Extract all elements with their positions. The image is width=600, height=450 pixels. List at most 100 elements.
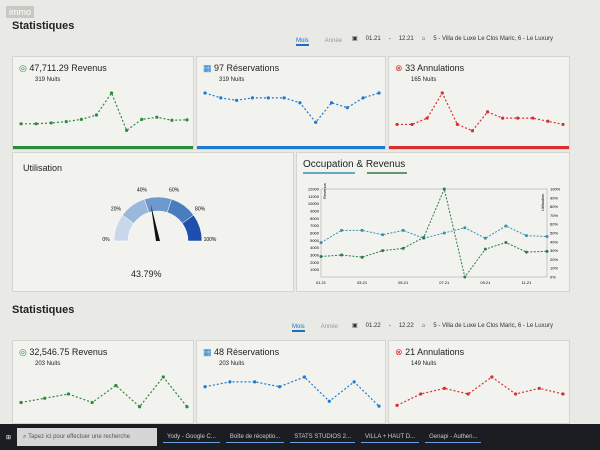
y-tick-left: 10000 [308, 201, 320, 206]
stat-sub: 149 Nuits [411, 361, 437, 367]
filters-2: ▣ 01.22-12.22 ⌂ 5 - Villa de Luxe Le Clos M… [352, 322, 553, 330]
y-tick-right: 0% [550, 275, 556, 280]
plot-area [320, 188, 548, 278]
stat-title: ▦ 48 Réservations [203, 347, 280, 357]
sparkline-point [109, 91, 114, 95]
sparkline-point [501, 116, 505, 120]
tab-annee-2[interactable]: Année [320, 324, 339, 330]
sparkline-point [513, 392, 518, 396]
windows-start-icon[interactable]: ⊞ [6, 434, 12, 441]
sparkline-point [314, 120, 318, 124]
calendar-icon: ▦ [203, 347, 212, 357]
series-point [340, 253, 344, 257]
y-tick-right: 90% [550, 195, 558, 200]
taskbar-app[interactable]: VILLA + HAUT D... [361, 432, 420, 443]
property-select-2[interactable]: 5 - Villa de Luxe Le Clos Maric, 6 - Le … [433, 322, 553, 329]
stat-title: ▦ 97 Réservations [203, 63, 280, 73]
stat-card: ⊗ 21 Annulations 149 Nuits [388, 340, 570, 424]
search-placeholder: Tapez ici pour effectuer une recherche [28, 434, 131, 440]
sparkline-point [455, 122, 459, 127]
taskbar-app[interactable]: Boîte de réceptio... [225, 432, 285, 443]
sparkline-point [442, 386, 447, 390]
series-point [463, 275, 467, 279]
series-point [360, 228, 364, 232]
series-point [504, 241, 508, 245]
coins-icon: ◎ [19, 347, 27, 357]
x-tick: 09.21 [480, 280, 491, 285]
stat-card: ▦ 48 Réservations 203 Nuits [196, 340, 386, 424]
tab-mois[interactable]: Mois [296, 38, 309, 46]
y-tick-right: 50% [550, 231, 558, 236]
stat-sub: 203 Nuits [35, 361, 61, 367]
series-point [319, 241, 323, 245]
sparkline-point [140, 117, 144, 121]
y-tick-left: 5000 [310, 238, 320, 243]
page-title: Statistiques [12, 20, 75, 32]
taskbar-app[interactable]: Genapi - Authen... [425, 432, 482, 443]
sparkline-point [203, 385, 207, 389]
stat-sub: 165 Nuits [411, 77, 437, 83]
sparkline-point [114, 383, 118, 388]
sparkline-point [410, 122, 414, 127]
y-tick-left: 2000 [310, 260, 320, 265]
from-select-2[interactable]: 01.22 [365, 322, 381, 329]
sparkline-point [90, 400, 94, 405]
sparkline-point [19, 122, 23, 126]
sparkline-point [419, 392, 423, 396]
sparkline-point [329, 101, 334, 105]
series-point [442, 187, 446, 191]
utilisation-card: Utilisation 0% 20% 40% 60% 80% 100% 43.79% [12, 152, 294, 292]
sparkline-point [219, 96, 223, 100]
taskbar-search[interactable]: ⌕ Tapez ici pour effectuer une recherche [17, 428, 158, 446]
property-select[interactable]: 5 - Villa de Luxe Le Clos Maric, 6 - Le … [433, 35, 553, 42]
card-accent-bar [197, 146, 385, 149]
sparkline-point [43, 396, 47, 400]
sparkline-point [282, 96, 286, 100]
gauge-tick: 0% [102, 237, 110, 243]
taskbar: ⊞ ⌕ Tapez ici pour effectuer une recherc… [0, 424, 600, 450]
stat-card: ⊗ 33 Annulations 165 Nuits [388, 56, 570, 150]
sparkline [397, 91, 564, 132]
occupation-card: Occupation & Revenus 12000 11000 10000 9000… [296, 152, 570, 292]
x-tick: 11.21 [522, 280, 532, 285]
sparkline-point [19, 400, 23, 405]
sparkline-point [49, 121, 53, 125]
sparkline-point [203, 91, 207, 95]
sparkline-point [470, 129, 475, 133]
card-accent-bar [13, 146, 193, 149]
tab-mois-2[interactable]: Mois [292, 324, 305, 332]
y-tick-right: 30% [550, 248, 558, 253]
sparkline-point [64, 120, 68, 124]
to-select[interactable]: 12.21 [398, 35, 414, 42]
stat-title: ⊗ 33 Annulations [395, 63, 465, 73]
y-tick-left: 4000 [310, 245, 320, 250]
series-line [320, 225, 548, 244]
gauge-title: Utilisation [23, 163, 63, 173]
to-select-2[interactable]: 12.22 [398, 322, 414, 329]
sparkline-point [253, 380, 257, 384]
sparkline [396, 376, 564, 406]
series-point [422, 235, 426, 239]
sparkline-point [161, 375, 165, 379]
sparkline-point [425, 116, 429, 120]
sparkline-point [235, 98, 239, 102]
sparkline-point [228, 380, 232, 384]
gauge-tick: 40% [137, 188, 148, 194]
y-tick-left: 11000 [308, 194, 320, 199]
from-select[interactable]: 01.21 [365, 35, 381, 42]
sparkline-point [66, 392, 71, 396]
sparkline-point [298, 101, 302, 105]
tab-annee[interactable]: Année [324, 38, 343, 44]
stat-sub: 319 Nuits [35, 77, 61, 83]
y-label-left: Revenus [322, 183, 327, 199]
sparkline-point [125, 128, 129, 132]
sparkline-point [546, 119, 550, 123]
series-point [545, 235, 549, 239]
series-point [381, 233, 385, 237]
taskbar-app[interactable]: STATS STUDIOS 2... [290, 432, 356, 443]
taskbar-app[interactable]: Yody - Google C... [163, 432, 220, 443]
series-point [483, 247, 487, 251]
sparkline-point [377, 404, 381, 408]
sparkline [20, 376, 188, 408]
calendar-icon: ▣ [352, 36, 358, 42]
